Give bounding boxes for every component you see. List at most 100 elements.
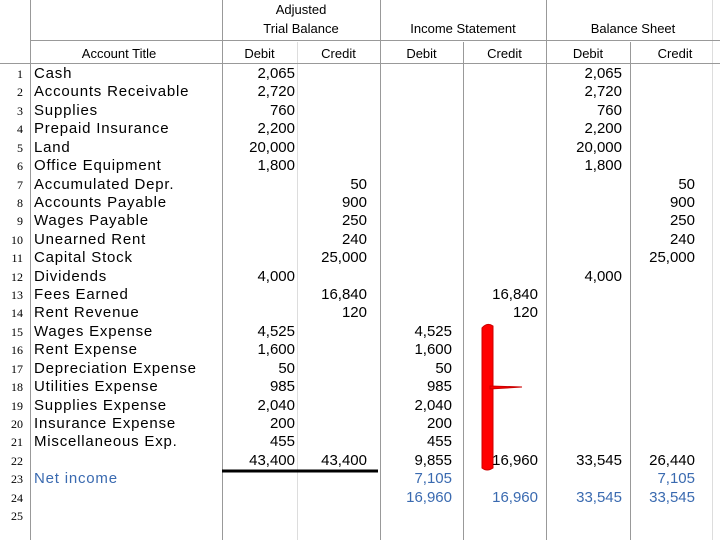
group-header: Trial Balance xyxy=(263,21,339,36)
amount: 7,105 xyxy=(657,470,695,488)
amount: 9,855 xyxy=(414,451,452,469)
amount: 1,800 xyxy=(584,157,622,175)
amount: 2,065 xyxy=(257,65,295,82)
amount: 33,545 xyxy=(576,488,622,506)
account-title: Land xyxy=(34,138,71,156)
amount: 120 xyxy=(341,304,367,322)
amount: 240 xyxy=(341,230,367,248)
amount: 50 xyxy=(350,175,367,193)
amount: 200 xyxy=(269,414,295,432)
amount: 2,720 xyxy=(584,83,622,101)
amount: 760 xyxy=(269,101,295,119)
amount: 2,040 xyxy=(257,396,295,414)
amount: 7,105 xyxy=(414,470,452,488)
amount: 50 xyxy=(678,175,695,193)
row-number: 12 xyxy=(11,269,23,284)
amount: 2,065 xyxy=(584,65,622,82)
amount: 16,960 xyxy=(406,488,452,506)
account-title: Capital Stock xyxy=(34,249,133,267)
amount: 250 xyxy=(669,212,695,230)
row-number: 23 xyxy=(11,472,23,487)
amount: 2,200 xyxy=(584,120,622,138)
amount: 16,960 xyxy=(492,488,538,506)
account-title: Depreciation Expense xyxy=(34,359,197,377)
account-title: Rent Expense xyxy=(34,341,138,359)
amount: 2,040 xyxy=(414,396,452,414)
group-header: Balance Sheet xyxy=(590,21,676,36)
row-number: 10 xyxy=(11,232,23,247)
account-title: Cash xyxy=(34,65,73,82)
amount: 43,400 xyxy=(249,451,295,469)
row-number: 17 xyxy=(11,361,23,376)
row-number: 2 xyxy=(17,85,23,100)
account-title: Utilities Expense xyxy=(34,378,159,396)
account-title: Accounts Receivable xyxy=(34,83,190,101)
amount: 985 xyxy=(426,378,452,396)
column-header: Credit xyxy=(657,46,693,61)
account-title: Insurance Expense xyxy=(34,414,177,432)
group-header: Income Statement xyxy=(410,21,516,36)
amount: 4,525 xyxy=(257,322,295,340)
column-header: Debit xyxy=(406,46,437,61)
row-number: 1 xyxy=(17,67,23,81)
row-number: 3 xyxy=(17,103,23,118)
row-number: 11 xyxy=(11,251,23,266)
amount: 120 xyxy=(512,304,538,322)
amount: 985 xyxy=(269,378,295,396)
amount: 16,960 xyxy=(492,451,538,469)
amount: 2,720 xyxy=(257,83,295,101)
row-number: 15 xyxy=(11,324,23,339)
amount: 200 xyxy=(426,414,452,432)
column-header: Credit xyxy=(321,46,356,61)
row-number: 9 xyxy=(17,214,23,229)
amount: 760 xyxy=(596,101,622,119)
amount: 1,800 xyxy=(257,157,295,175)
account-title: Net income xyxy=(34,470,118,488)
amount: 50 xyxy=(278,359,295,377)
amount: 4,525 xyxy=(414,322,452,340)
amount: 43,400 xyxy=(321,451,367,469)
row-number: 24 xyxy=(11,490,23,505)
row-number: 7 xyxy=(17,177,23,192)
column-header: Debit xyxy=(244,46,275,61)
account-title: Rent Revenue xyxy=(34,304,140,322)
account-title: Prepaid Insurance xyxy=(34,120,170,138)
account-title: Fees Earned xyxy=(34,286,129,304)
row-number: 21 xyxy=(11,435,23,450)
amount: 455 xyxy=(426,433,452,451)
account-title: Dividends xyxy=(34,267,108,285)
row-number: 18 xyxy=(11,380,23,395)
amount: 455 xyxy=(269,433,295,451)
account-title: Unearned Rent xyxy=(34,230,147,248)
row-number: 4 xyxy=(17,122,23,137)
account-title: Accounts Payable xyxy=(34,193,167,211)
bracket xyxy=(481,323,494,471)
amount: 50 xyxy=(435,359,452,377)
amount: 26,440 xyxy=(649,451,695,469)
amount: 240 xyxy=(669,230,695,248)
row-number: 13 xyxy=(11,288,23,303)
amount: 33,545 xyxy=(576,451,622,469)
amount: 250 xyxy=(341,212,367,230)
amount: 20,000 xyxy=(576,138,622,156)
account-title: Accumulated Depr. xyxy=(34,175,175,193)
row-number: 5 xyxy=(17,140,23,155)
row-number: 16 xyxy=(11,343,23,358)
row-number: 19 xyxy=(11,398,23,413)
row-number: 8 xyxy=(17,195,23,210)
amount: 1,600 xyxy=(414,341,452,359)
account-title: Wages Payable xyxy=(34,212,149,230)
amount: 20,000 xyxy=(249,138,295,156)
amount: 1,600 xyxy=(257,341,295,359)
row-number: 22 xyxy=(11,453,23,468)
amount: 4,000 xyxy=(584,267,622,285)
amount: 4,000 xyxy=(257,267,295,285)
amount: 16,840 xyxy=(492,286,538,304)
row-number: 6 xyxy=(17,159,23,174)
amount: 900 xyxy=(669,193,695,211)
row-number: 20 xyxy=(11,416,23,431)
amount: 33,545 xyxy=(649,488,695,506)
row-number: 25 xyxy=(11,509,23,524)
